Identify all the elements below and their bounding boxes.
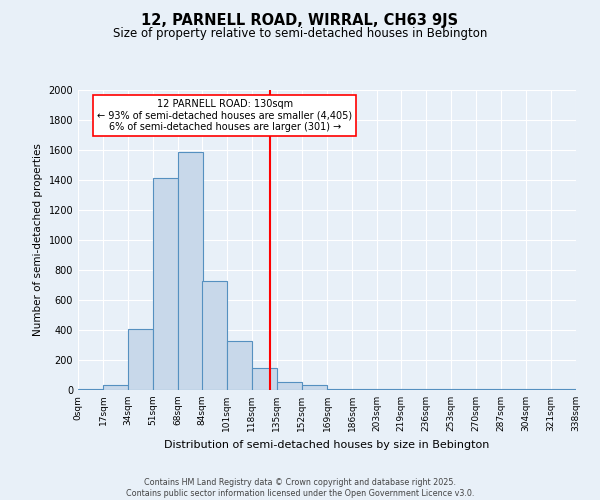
- Bar: [501, 389, 526, 390]
- Bar: [103, 385, 128, 390]
- Text: 12 PARNELL ROAD: 130sqm
← 93% of semi-detached houses are smaller (4,405)
6% of : 12 PARNELL ROAD: 130sqm ← 93% of semi-de…: [97, 99, 352, 132]
- Bar: [377, 389, 402, 390]
- Bar: [401, 389, 426, 390]
- Text: Contains HM Land Registry data © Crown copyright and database right 2025.
Contai: Contains HM Land Registry data © Crown c…: [126, 478, 474, 498]
- Bar: [202, 281, 227, 390]
- Bar: [178, 152, 203, 390]
- X-axis label: Distribution of semi-detached houses by size in Bebington: Distribution of semi-detached houses by …: [164, 440, 490, 450]
- Text: Size of property relative to semi-detached houses in Bebington: Size of property relative to semi-detach…: [113, 28, 487, 40]
- Bar: [78, 388, 103, 390]
- Bar: [252, 368, 277, 390]
- Bar: [128, 329, 153, 390]
- Bar: [426, 389, 451, 390]
- Bar: [277, 382, 302, 390]
- Bar: [352, 389, 377, 390]
- Bar: [327, 388, 352, 390]
- Bar: [526, 389, 551, 390]
- Bar: [551, 389, 576, 390]
- Y-axis label: Number of semi-detached properties: Number of semi-detached properties: [33, 144, 43, 336]
- Bar: [302, 385, 327, 390]
- Bar: [451, 389, 476, 390]
- Bar: [153, 178, 178, 390]
- Bar: [476, 389, 501, 390]
- Bar: [227, 341, 252, 390]
- Text: 12, PARNELL ROAD, WIRRAL, CH63 9JS: 12, PARNELL ROAD, WIRRAL, CH63 9JS: [142, 12, 458, 28]
